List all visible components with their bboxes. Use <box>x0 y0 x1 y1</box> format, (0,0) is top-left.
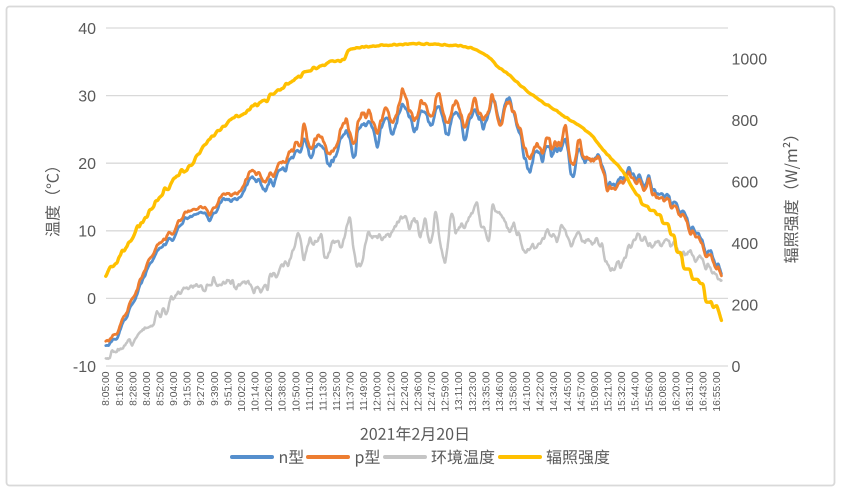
svg-text:16:43:00: 16:43:00 <box>699 371 710 411</box>
svg-text:11:25:00: 11:25:00 <box>332 371 343 411</box>
svg-text:10:50:00: 10:50:00 <box>291 371 302 411</box>
svg-text:15:56:00: 15:56:00 <box>644 371 655 411</box>
svg-text:11:37:00: 11:37:00 <box>346 371 357 411</box>
svg-text:0: 0 <box>732 359 741 376</box>
svg-text:13:11:00: 13:11:00 <box>454 371 465 411</box>
svg-text:8:28:00: 8:28:00 <box>128 371 139 406</box>
svg-text:9:51:00: 9:51:00 <box>223 371 234 406</box>
svg-text:13:58:00: 13:58:00 <box>509 371 520 411</box>
svg-text:10:14:00: 10:14:00 <box>251 371 262 411</box>
svg-text:12:12:00: 12:12:00 <box>386 371 397 411</box>
svg-text:800: 800 <box>732 113 759 130</box>
svg-text:400: 400 <box>732 236 759 253</box>
svg-text:10:26:00: 10:26:00 <box>264 371 275 411</box>
svg-text:11:01:00: 11:01:00 <box>305 371 316 411</box>
svg-text:600: 600 <box>732 174 759 191</box>
svg-text:12:59:00: 12:59:00 <box>441 371 452 411</box>
svg-text:14:22:00: 14:22:00 <box>536 371 547 411</box>
svg-text:15:44:00: 15:44:00 <box>631 371 642 411</box>
svg-text:8:16:00: 8:16:00 <box>115 371 126 406</box>
svg-text:0: 0 <box>87 291 96 308</box>
svg-text:16:20:00: 16:20:00 <box>671 371 682 411</box>
svg-text:12:36:00: 12:36:00 <box>414 371 425 411</box>
svg-text:15:09:00: 15:09:00 <box>590 371 601 411</box>
svg-text:13:23:00: 13:23:00 <box>468 371 479 411</box>
svg-text:9:27:00: 9:27:00 <box>196 371 207 406</box>
svg-text:9:04:00: 9:04:00 <box>169 371 180 406</box>
svg-text:16:31:00: 16:31:00 <box>685 371 696 411</box>
svg-text:1000: 1000 <box>732 51 768 68</box>
svg-text:15:32:00: 15:32:00 <box>617 371 628 411</box>
svg-text:40: 40 <box>78 21 96 38</box>
svg-text:13:35:00: 13:35:00 <box>481 371 492 411</box>
svg-text:14:34:00: 14:34:00 <box>549 371 560 411</box>
svg-text:16:08:00: 16:08:00 <box>658 371 669 411</box>
svg-text:8:52:00: 8:52:00 <box>156 371 167 406</box>
svg-text:15:21:00: 15:21:00 <box>604 371 615 411</box>
svg-text:200: 200 <box>732 297 759 314</box>
svg-text:8:40:00: 8:40:00 <box>142 371 153 406</box>
svg-text:16:55:00: 16:55:00 <box>712 371 723 411</box>
svg-text:30: 30 <box>78 88 96 105</box>
svg-text:20: 20 <box>78 156 96 173</box>
svg-text:9:15:00: 9:15:00 <box>183 371 194 406</box>
svg-text:11:49:00: 11:49:00 <box>359 371 370 411</box>
svg-text:10: 10 <box>78 224 96 241</box>
svg-text:9:39:00: 9:39:00 <box>210 371 221 406</box>
svg-text:12:24:00: 12:24:00 <box>400 371 411 411</box>
svg-text:11:13:00: 11:13:00 <box>318 371 329 411</box>
svg-text:14:10:00: 14:10:00 <box>522 371 533 411</box>
svg-text:14:57:00: 14:57:00 <box>576 371 587 411</box>
svg-text:8:05:00: 8:05:00 <box>101 371 112 406</box>
svg-text:13:46:00: 13:46:00 <box>495 371 506 411</box>
svg-text:-10: -10 <box>73 359 96 376</box>
svg-text:10:38:00: 10:38:00 <box>278 371 289 411</box>
svg-text:12:47:00: 12:47:00 <box>427 371 438 411</box>
svg-text:14:45:00: 14:45:00 <box>563 371 574 411</box>
svg-text:12:00:00: 12:00:00 <box>373 371 384 411</box>
svg-text:10:02:00: 10:02:00 <box>237 371 248 411</box>
